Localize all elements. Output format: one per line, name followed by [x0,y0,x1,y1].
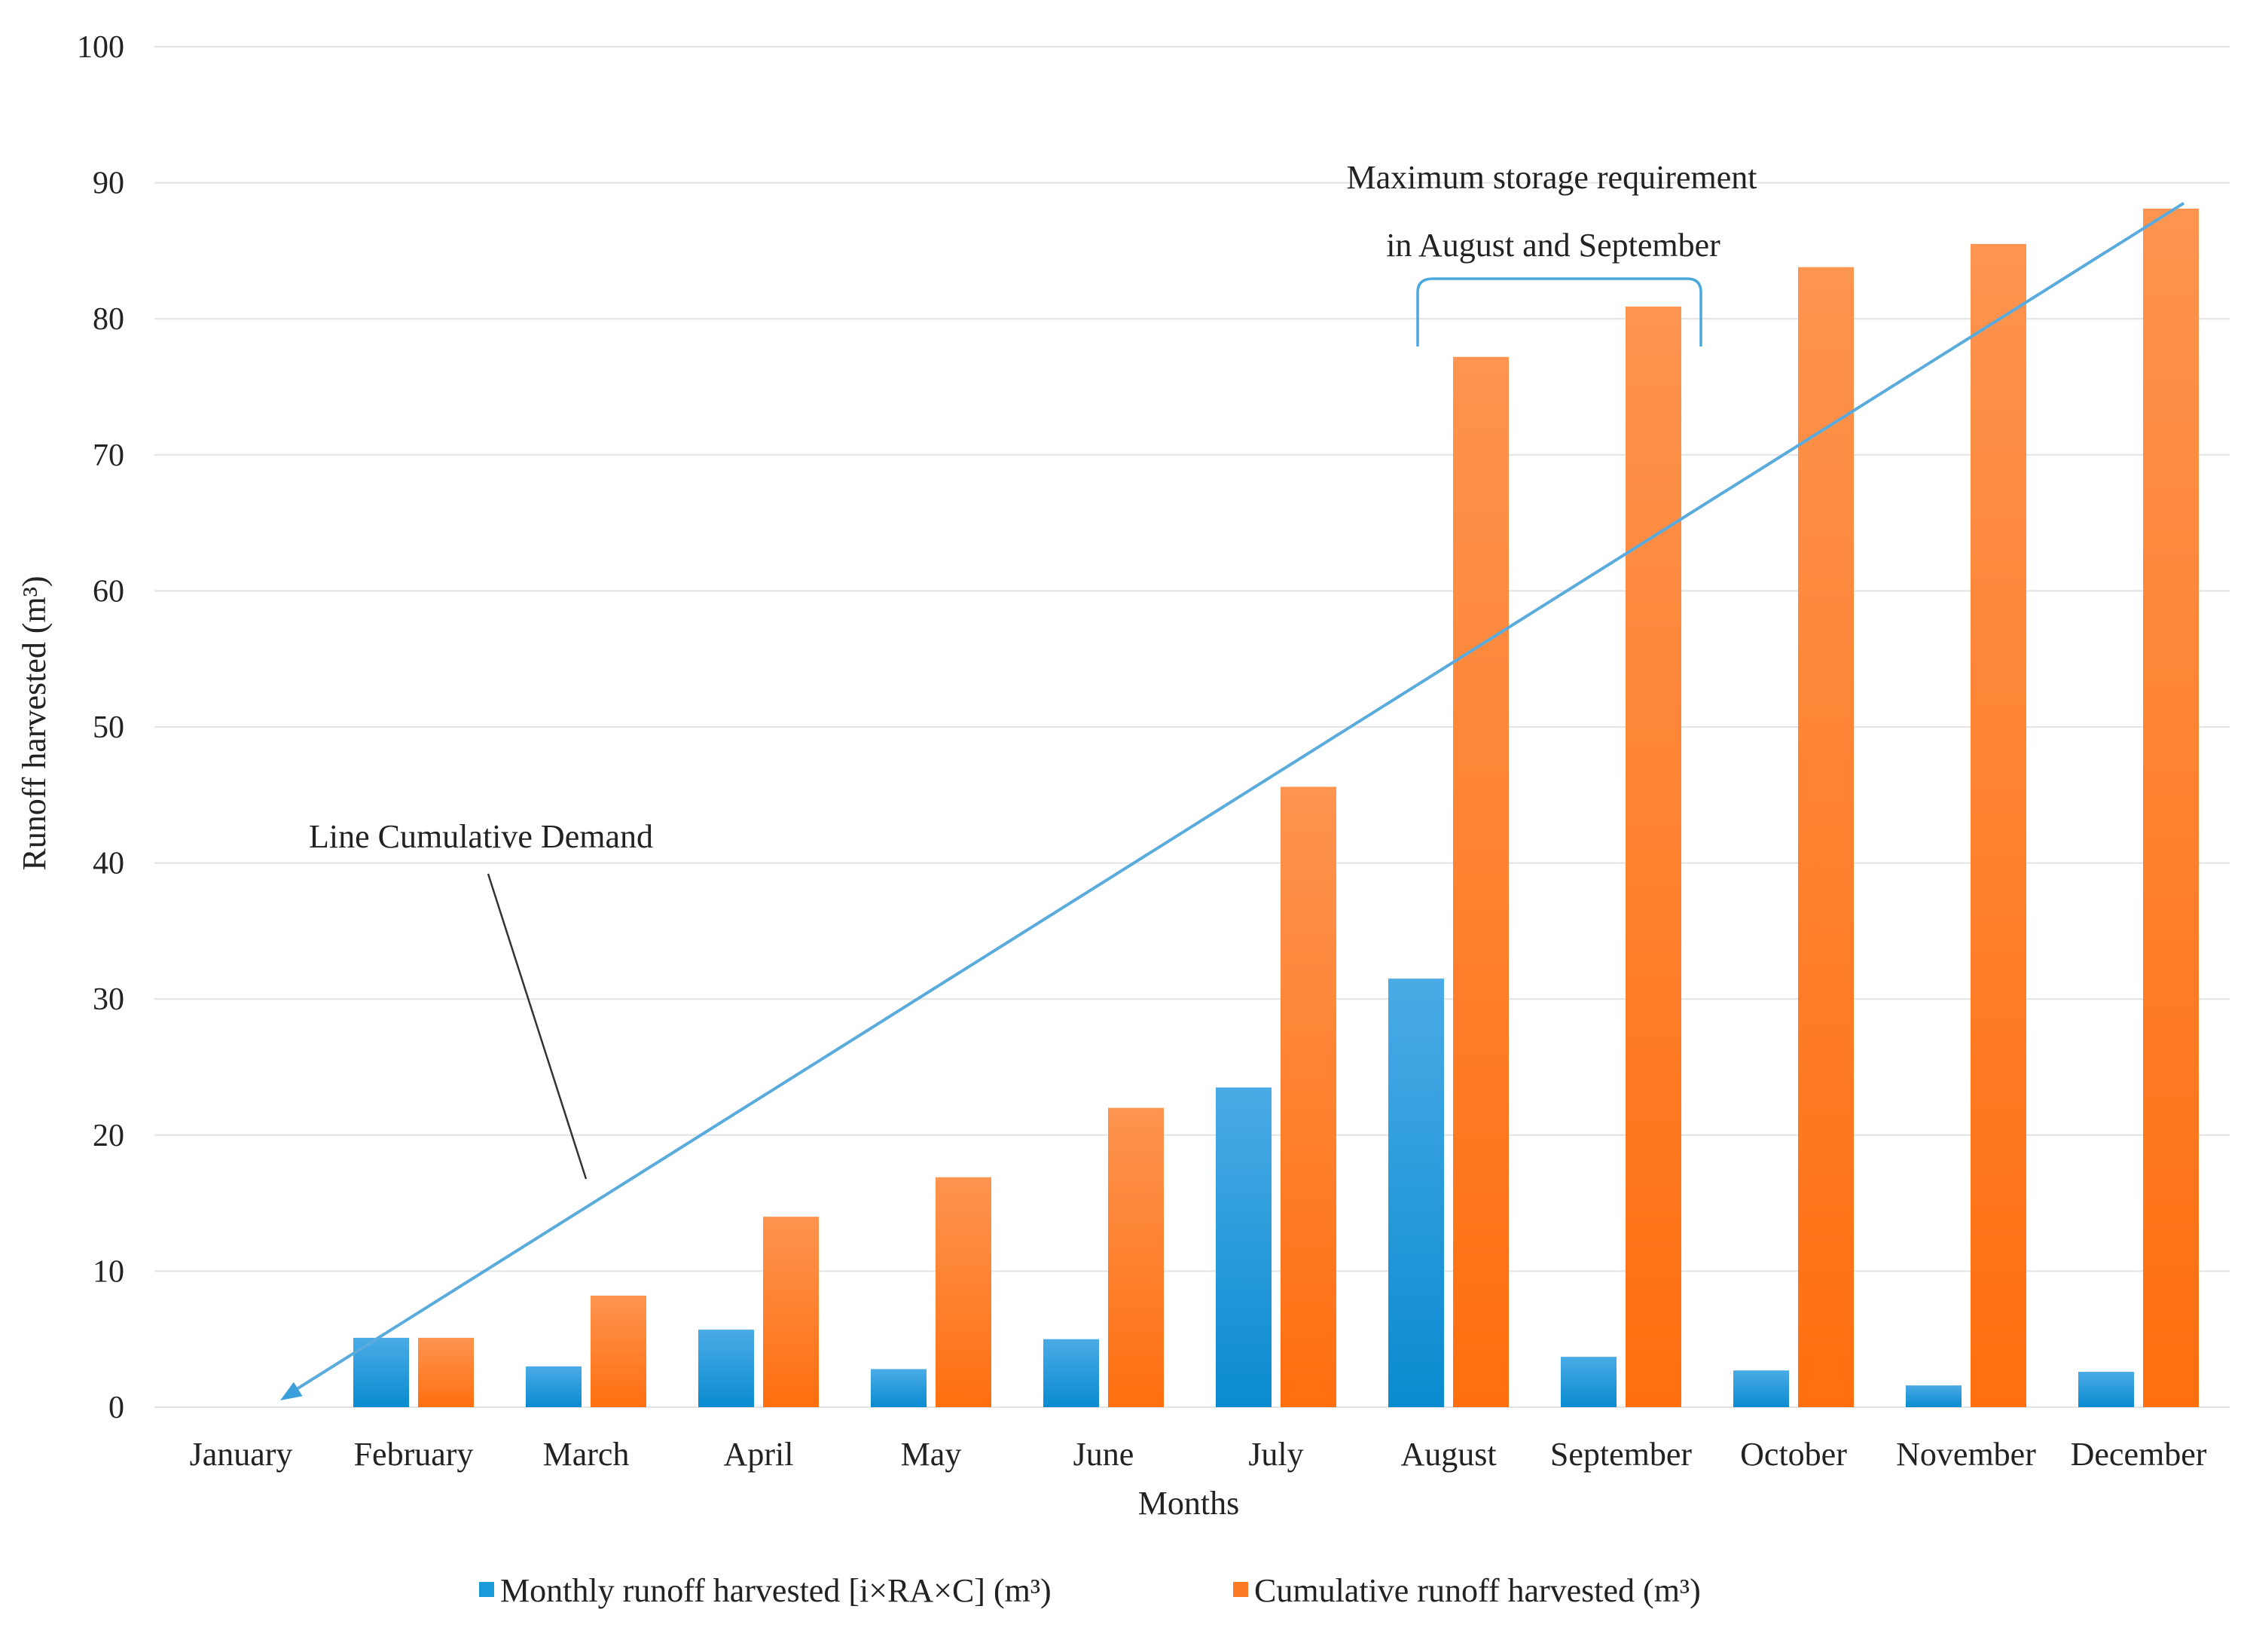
bar-cumulative-july [1281,786,1336,1407]
bar-cumulative-december [2143,208,2199,1407]
x-axis-title: Months [1138,1485,1239,1522]
x-tick-label: October [1740,1436,1847,1473]
y-axis-ticks: 0 10 20 30 40 50 60 70 80 90 100 [77,30,124,1425]
x-tick-label: August [1400,1436,1496,1473]
bar-monthly-april [698,1330,754,1407]
bar-cumulative-may [936,1177,991,1407]
bar-monthly-may [871,1369,927,1407]
legend-swatch-monthly [479,1582,494,1597]
y-tick-label: 100 [77,30,124,65]
storage-label-line1: Maximum storage requirement [1347,159,1757,196]
storage-bracket [1416,277,1702,347]
y-tick-label: 20 [93,1119,124,1153]
bar-monthly-november [1906,1385,1962,1407]
y-tick-label: 30 [93,982,124,1017]
bar-monthly-october [1733,1370,1789,1407]
legend-label-monthly: Monthly runoff harvested [i×RA×C] (m³) [500,1572,1052,1609]
y-tick-label: 60 [93,574,124,609]
x-tick-label: April [724,1436,794,1473]
cumulative-demand-line [289,201,2185,1394]
bar-cumulative-october [1798,267,1854,1407]
demand-line-label: Line Cumulative Demand [309,818,653,855]
demand-label-pointer [487,873,588,1180]
x-tick-label: July [1248,1436,1303,1473]
bars [353,208,2199,1407]
x-tick-label: May [901,1436,962,1473]
bar-cumulative-november [1971,243,2026,1407]
x-tick-label: December [2071,1436,2207,1473]
bar-monthly-august [1388,979,1444,1407]
x-tick-label: September [1550,1436,1693,1473]
bar-monthly-june [1043,1339,1099,1407]
y-tick-label: 40 [93,847,124,881]
x-axis-categories: January February March April May June July Augu… [190,1436,2207,1473]
x-tick-label: June [1073,1436,1134,1473]
x-tick-label: November [1896,1436,2036,1473]
gridlines [154,46,2230,1408]
bar-monthly-july [1216,1087,1272,1407]
y-tick-label: 50 [93,710,124,745]
y-tick-label: 70 [93,438,124,473]
bar-monthly-december [2078,1372,2134,1407]
y-tick-label: 10 [93,1254,124,1289]
y-tick-label: 90 [93,166,124,201]
bar-cumulative-april [763,1217,819,1407]
x-tick-label: January [190,1436,293,1473]
y-tick-label: 80 [93,302,124,337]
y-axis-title: Runoff harvested (m³) [16,576,53,870]
x-tick-label: March [543,1436,630,1473]
bar-cumulative-march [591,1295,646,1407]
storage-label-line2: in August and September [1386,227,1720,264]
bar-monthly-march [526,1366,582,1407]
bar-monthly-september [1561,1357,1617,1407]
x-tick-label: February [354,1436,474,1473]
bar-cumulative-august [1453,356,1509,1407]
bar-cumulative-september [1626,306,1681,1407]
legend-label-cumulative: Cumulative runoff harvested (m³) [1254,1572,1701,1609]
y-tick-label: 0 [108,1391,124,1425]
legend: Monthly runoff harvested [i×RA×C] (m³) C… [479,1572,1701,1609]
legend-swatch-cumulative [1233,1582,1248,1597]
bar-cumulative-june [1108,1107,1164,1407]
demand-line-arrowhead [280,1382,303,1400]
bar-cumulative-february [418,1337,474,1407]
